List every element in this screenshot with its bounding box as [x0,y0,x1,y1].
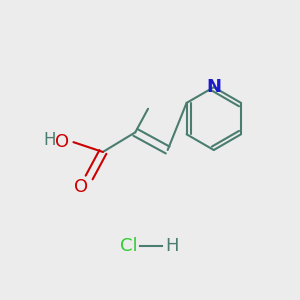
Text: O: O [55,133,69,151]
Text: N: N [206,78,221,96]
Text: Cl: Cl [120,237,137,255]
Text: H: H [44,131,56,149]
Text: O: O [74,178,88,196]
Text: H: H [165,237,178,255]
